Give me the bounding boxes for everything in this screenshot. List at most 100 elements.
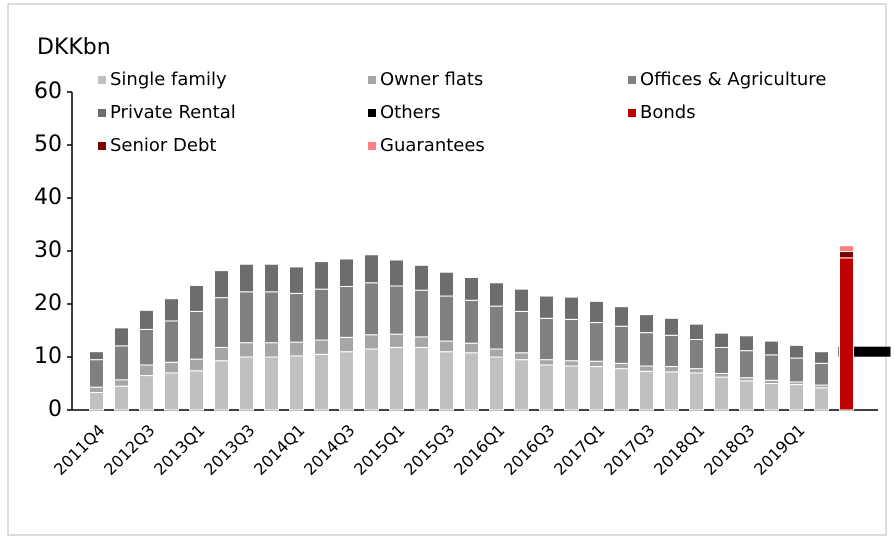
y-tick-label: 40: [34, 185, 62, 210]
bar-segment: [164, 372, 179, 411]
bar-segment: [839, 251, 854, 259]
bar-segment: [539, 359, 554, 366]
bar-segment: [739, 350, 754, 379]
legend-label: Others: [380, 102, 441, 123]
bar-segment: [664, 317, 679, 336]
bar-segment: [564, 360, 579, 367]
bar-segment: [589, 322, 604, 362]
legend-label: Owner flats: [380, 69, 483, 90]
bar-segment: [89, 351, 104, 361]
bar-segment: [264, 263, 279, 293]
bar-segment: [189, 310, 204, 360]
bar-segment: [264, 342, 279, 358]
bar-segment: [714, 372, 729, 378]
bar-segment: [189, 370, 204, 411]
bar-segment: [364, 348, 379, 411]
bar-segment: [389, 285, 404, 335]
bar-segment: [589, 366, 604, 411]
bar-segment: [164, 361, 179, 374]
bar-segment: [414, 346, 429, 411]
bar-segment: [464, 277, 479, 301]
bar-segment: [514, 310, 529, 354]
bar-segment: [614, 325, 629, 364]
marker: [838, 346, 891, 357]
bar-segment: [539, 295, 554, 319]
bar-segment: [414, 264, 429, 291]
bar-segment: [239, 342, 254, 358]
bar-segment: [814, 387, 829, 411]
bar-segment: [839, 257, 854, 411]
legend-swatch: [628, 109, 636, 117]
bar-segment: [739, 380, 754, 411]
bar-segment: [764, 354, 779, 381]
x-tick-label: 2016Q1: [450, 421, 508, 479]
bar-segment: [339, 258, 354, 288]
bar-segment: [114, 345, 129, 381]
bar-segment: [639, 314, 654, 334]
bar-segment: [589, 300, 604, 324]
bar-segment: [689, 339, 704, 370]
x-tick-label: 2018Q3: [700, 421, 758, 479]
x-tick-label: 2015Q3: [400, 421, 458, 479]
bar-segment: [464, 352, 479, 411]
legend-swatch: [368, 109, 376, 117]
bar-segment: [564, 365, 579, 411]
legend-swatch: [98, 76, 106, 84]
bar-segment: [214, 297, 229, 348]
legend-swatch: [98, 109, 106, 117]
bar-segment: [539, 364, 554, 411]
bar-segment: [814, 362, 829, 386]
y-tick-label: 0: [48, 397, 62, 422]
bar-segment: [689, 368, 704, 374]
bar-segment: [314, 339, 329, 355]
bar-segment: [839, 245, 854, 253]
bar-segment: [739, 335, 754, 352]
x-tick-label: 2012Q3: [100, 421, 158, 479]
bar-segment: [439, 340, 454, 353]
bar-segment: [239, 263, 254, 293]
bar-segment: [139, 328, 154, 366]
bar-segment: [139, 364, 154, 377]
bar-segment: [664, 371, 679, 411]
y-tick-label: 60: [34, 79, 62, 104]
bar-segment: [639, 332, 654, 367]
bar-segment: [714, 332, 729, 348]
legend-swatch: [368, 142, 376, 150]
x-tick-label: 2017Q1: [550, 421, 608, 479]
bar-segment: [164, 298, 179, 322]
frame: [7, 3, 887, 536]
bar-segment: [339, 286, 354, 338]
bar-segment: [464, 299, 479, 344]
x-tick-label: 2011Q4: [50, 421, 108, 479]
x-tick-label: 2019Q1: [750, 421, 808, 479]
bar-segment: [414, 336, 429, 348]
legend-label: Senior Debt: [110, 135, 216, 156]
bar-segment: [489, 356, 504, 411]
bar-segment: [389, 333, 404, 348]
x-tick-label: 2018Q1: [650, 421, 708, 479]
bar-segment: [564, 296, 579, 320]
bar-segment: [239, 356, 254, 411]
bar-segment: [589, 360, 604, 368]
y-tick-label: 20: [34, 291, 62, 316]
bar-segment: [514, 359, 529, 411]
bar-segment: [764, 383, 779, 411]
bar-segment: [339, 336, 354, 353]
x-tick-label: 2013Q3: [200, 421, 258, 479]
bar-segment: [489, 305, 504, 350]
bar-segment: [239, 291, 254, 344]
x-tick-label: 2017Q3: [600, 421, 658, 479]
bar-segment: [614, 368, 629, 411]
bar-segment: [439, 351, 454, 411]
bar-segment: [714, 346, 729, 374]
bar-segment: [614, 362, 629, 370]
bar-segment: [489, 282, 504, 307]
bar-segment: [364, 282, 379, 336]
bar-segment: [139, 375, 154, 411]
x-tick-label: 2013Q1: [150, 421, 208, 479]
bar-segment: [664, 366, 679, 373]
bar-segment: [689, 323, 704, 341]
y-tick-label: 50: [34, 132, 62, 157]
bar-segment: [114, 385, 129, 411]
